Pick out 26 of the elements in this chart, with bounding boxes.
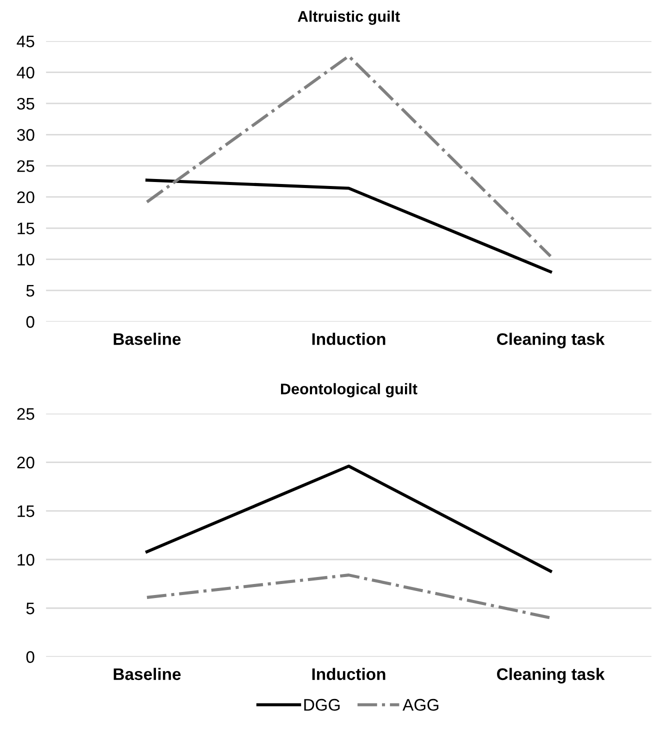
y-tick-label: 10 bbox=[18, 254, 34, 266]
legend-label: AGG bbox=[402, 698, 438, 711]
y-tick-label: 15 bbox=[18, 222, 34, 234]
x-tick-label: Baseline bbox=[114, 668, 181, 680]
y-tick-label: 35 bbox=[17, 98, 34, 110]
y-tick-label: 20 bbox=[17, 191, 34, 204]
y-tick-label: 0 bbox=[26, 651, 34, 663]
chart-title: Altruistic guilt bbox=[298, 10, 400, 25]
y-tick-label: 5 bbox=[26, 285, 34, 297]
y-tick-label: 25 bbox=[17, 160, 34, 172]
y-tick-label: 25 bbox=[17, 408, 34, 420]
y-tick-label: 45 bbox=[16, 36, 34, 48]
x-tick-label: Induction bbox=[312, 332, 386, 345]
y-tick-label: 10 bbox=[18, 554, 34, 566]
y-tick-label: 15 bbox=[18, 505, 34, 518]
x-tick-label: Cleaning task bbox=[497, 332, 605, 348]
x-tick-label: Baseline bbox=[114, 332, 181, 345]
y-tick-label: 20 bbox=[17, 456, 34, 468]
y-tick-label: 5 bbox=[26, 602, 34, 614]
legend-label: DGG bbox=[304, 698, 340, 711]
y-tick-label: 0 bbox=[26, 316, 34, 328]
y-tick-label: 30 bbox=[17, 129, 34, 141]
chart-title: Deontological guilt bbox=[281, 383, 418, 398]
x-tick-label: Cleaning task bbox=[497, 668, 605, 684]
x-tick-label: Induction bbox=[312, 668, 386, 680]
y-tick-label: 40 bbox=[16, 66, 34, 79]
